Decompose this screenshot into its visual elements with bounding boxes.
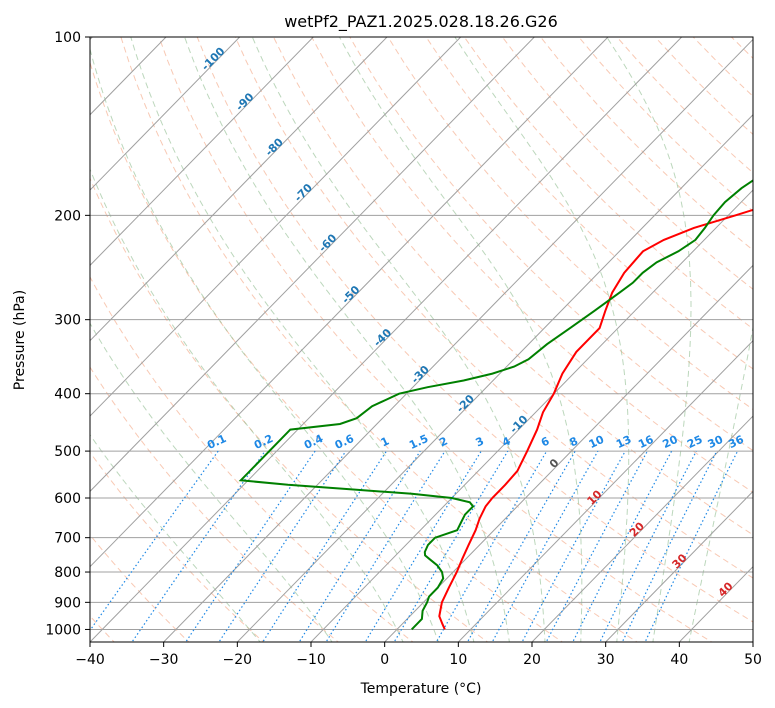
y-tick-label: 600 (54, 491, 81, 507)
isotherm (90, 37, 462, 417)
dry-adiabat (90, 276, 414, 642)
mixing-ratio-label: 13 (614, 433, 633, 451)
isotherm (383, 264, 753, 642)
x-tick-label: −30 (149, 652, 179, 668)
mixing-ratio-line (572, 450, 673, 642)
y-tick-label: 800 (54, 565, 81, 581)
mixing-ratio-label: 30 (706, 433, 726, 451)
x-tick-label: −40 (75, 652, 105, 668)
mixing-ratio-line (262, 450, 387, 642)
isotherm (90, 37, 388, 342)
x-tick-label: 40 (670, 652, 688, 668)
dry-adiabat (463, 37, 753, 330)
mixing-ratio-label: 25 (685, 433, 704, 451)
temperature-profile (438, 208, 753, 630)
profile-lines (238, 179, 753, 631)
isotherm (310, 189, 753, 642)
mixing-ratio-line (185, 450, 316, 642)
mixing-ratio-line (545, 450, 648, 642)
y-tick-label: 300 (54, 313, 81, 329)
x-tick-label: −10 (296, 652, 326, 668)
y-tick-label: 900 (54, 595, 81, 611)
chart-title: wetPf2_PAZ1.2025.028.18.26.G26 (284, 12, 558, 32)
x-tick-label: 20 (523, 652, 541, 668)
y-axis-label: Pressure (hPa) (12, 290, 28, 390)
isotherm (90, 37, 315, 267)
mixing-ratio-line (435, 450, 548, 642)
isotherm (236, 114, 753, 642)
isotherm (90, 37, 536, 493)
x-tick-label: 50 (744, 652, 762, 668)
isotherm (90, 37, 683, 642)
y-tick-label: 500 (54, 444, 81, 460)
background-lines (90, 37, 753, 642)
isotherm (90, 37, 609, 568)
dewpoint-profile (238, 179, 753, 631)
x-axis-label: Temperature (°C) (360, 681, 482, 697)
x-tick-label: 0 (380, 652, 389, 668)
mixing-ratio-label: 16 (636, 433, 656, 451)
y-tick-label: 1000 (45, 622, 81, 638)
isotherm (457, 339, 753, 642)
mixing-ratio-line (325, 450, 446, 642)
dry-adiabat (502, 37, 753, 290)
x-tick-label: 30 (597, 652, 615, 668)
mixing-ratio-line (218, 450, 347, 642)
mixing-ratio-line (298, 450, 421, 642)
y-tick-label: 100 (54, 30, 81, 46)
x-tick-label: −20 (223, 652, 253, 668)
y-tick-label: 200 (54, 208, 81, 224)
x-tick-label: 10 (449, 652, 467, 668)
mixing-ratio-line (393, 450, 509, 642)
isotherm (90, 37, 241, 191)
isotherm (531, 415, 753, 642)
y-tick-label: 400 (54, 387, 81, 403)
mixing-ratio-line (521, 450, 626, 642)
isotherm (604, 490, 753, 642)
y-tick-label: 700 (54, 531, 81, 547)
mixing-ratio-line (90, 450, 219, 632)
axis-ticks: −40 −30 −20 −10 0 10 20 30 40 50 100 200 300 400 500 60… (45, 30, 762, 668)
dry-adiabat (90, 177, 489, 642)
plot-frame (89, 36, 754, 643)
mixing-ratio-label: 20 (660, 433, 680, 451)
isotherm (162, 38, 753, 642)
mixing-ratio-label: 10 (587, 433, 607, 451)
mixing-ratio-line (131, 450, 266, 642)
mixing-ratio-label: 36 (726, 433, 746, 451)
